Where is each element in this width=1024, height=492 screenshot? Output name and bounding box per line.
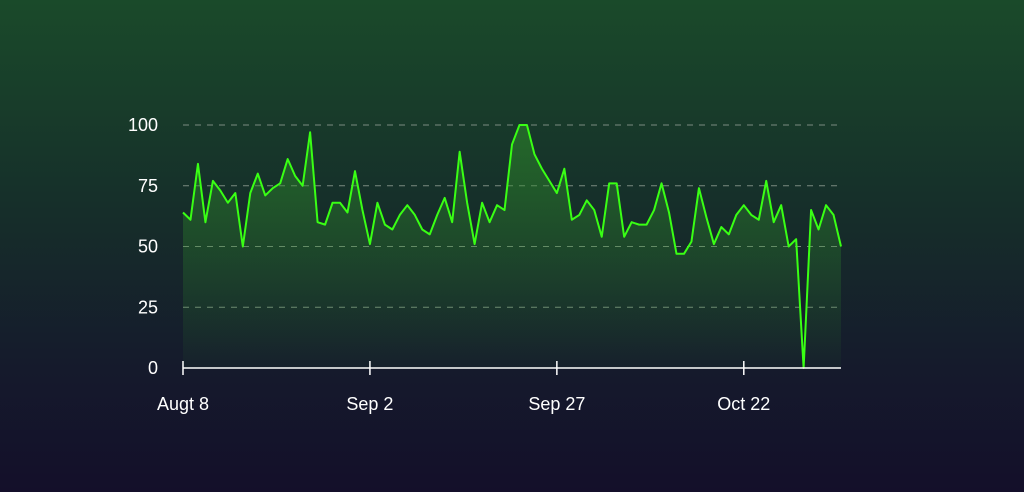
x-tick-label: Sep 27 xyxy=(528,394,585,414)
series-line xyxy=(182,124,842,369)
area-path xyxy=(183,125,841,368)
series-line-path xyxy=(182,124,842,369)
x-axis: Augt 8 Sep 2 Sep 27 Oct 22 xyxy=(157,361,841,414)
y-tick-label: 25 xyxy=(138,297,158,317)
y-tick-label: 50 xyxy=(138,237,158,257)
x-tick-label: Augt 8 xyxy=(157,394,209,414)
x-tick-label: Sep 2 xyxy=(346,394,393,414)
y-tick-label: 100 xyxy=(128,115,158,135)
y-tick-label: 75 xyxy=(138,176,158,196)
area-fill xyxy=(183,125,841,368)
y-axis-ticks: 0 25 50 75 100 xyxy=(128,115,158,378)
y-tick-label: 0 xyxy=(148,358,158,378)
x-tick-label: Oct 22 xyxy=(717,394,770,414)
